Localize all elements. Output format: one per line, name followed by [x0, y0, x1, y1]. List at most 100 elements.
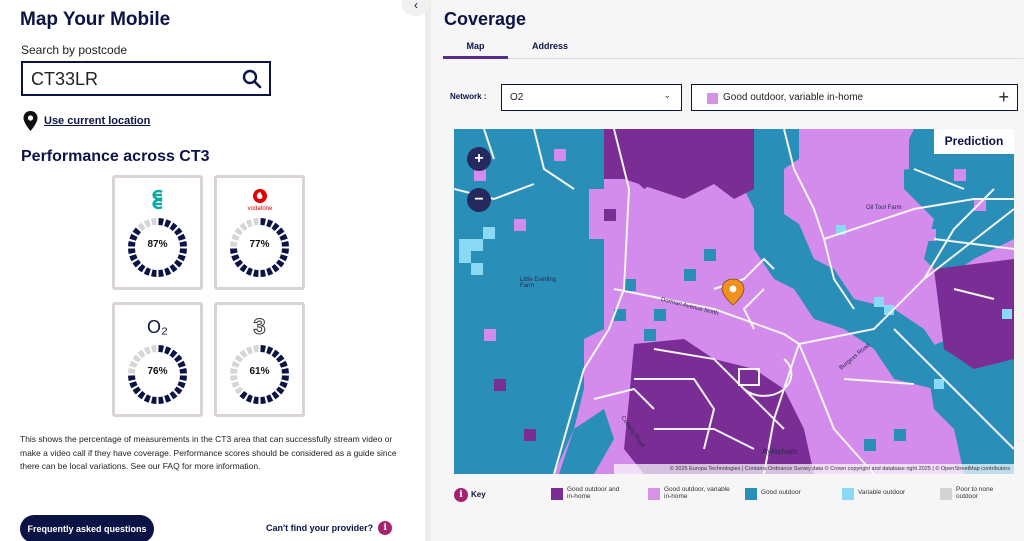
donut-segment — [239, 390, 248, 400]
coverage-map[interactable]: + − Prediction Little Everling Farm Oil … — [454, 129, 1014, 474]
donut-segment — [260, 269, 266, 277]
donut-segment — [177, 360, 186, 368]
donut-segment — [266, 346, 274, 355]
donut-segment — [260, 218, 266, 226]
coverage-swatch — [707, 93, 718, 104]
svg-text:vodafone: vodafone — [247, 206, 272, 212]
chevron-down-icon[interactable]: ⌄ — [663, 90, 671, 100]
donut-segment — [164, 219, 172, 228]
network-select[interactable]: O2 ⌄ — [501, 84, 682, 111]
donut-segment — [234, 227, 244, 236]
legend-swatch — [551, 488, 563, 500]
donut-segment — [177, 233, 186, 241]
operator-card-three: 3 61% — [214, 302, 305, 417]
zoom-out-button[interactable]: − — [467, 188, 491, 212]
legend-swatch — [842, 488, 854, 500]
network-value[interactable]: O2 — [510, 92, 524, 103]
donut-segment — [275, 227, 285, 236]
donut-segment — [173, 386, 183, 395]
donut-segment — [137, 349, 146, 359]
donut-segment — [253, 218, 259, 226]
coverage-type-select[interactable]: Good outdoor, variable in-home + — [691, 84, 1018, 111]
plus-icon[interactable]: + — [998, 87, 1009, 107]
donut-segment — [231, 233, 240, 241]
tab-map[interactable]: Map — [443, 36, 508, 59]
donut-segment — [234, 259, 244, 268]
o2-percent: 76% — [147, 366, 168, 377]
donut-segment — [281, 241, 289, 247]
donut-segment — [245, 219, 253, 228]
donut-segment — [271, 349, 280, 359]
donut-segment — [169, 349, 178, 359]
o2-logo: O₂ — [115, 315, 200, 339]
postcode-search-input[interactable]: CT33LR — [21, 61, 271, 96]
donut-segment — [231, 254, 240, 262]
left-panel: Map Your Mobile Search by postcode CT33L… — [0, 0, 425, 541]
donut-segment — [164, 394, 172, 403]
vodafone-donut-chart — [230, 218, 289, 277]
location-pin-icon — [23, 111, 38, 131]
donut-segment — [271, 222, 280, 232]
performance-title: Performance across CT3 — [21, 148, 210, 165]
map-attribution: © 2025 Europa Technologies | Contains Or… — [614, 464, 1014, 474]
tab-address[interactable]: Address — [531, 41, 568, 51]
donut-segment — [151, 218, 157, 226]
donut-segment — [132, 227, 142, 236]
collapse-panel-button[interactable]: ‹ — [402, 0, 430, 16]
chevron-left-icon[interactable]: ‹ — [414, 0, 418, 12]
donut-segment — [231, 360, 240, 368]
operator-card-o2: O₂ 76% — [112, 302, 203, 417]
search-icon[interactable] — [242, 69, 262, 89]
donut-segment — [177, 254, 186, 262]
ee-percent: 87% — [147, 239, 168, 250]
operator-card-ee: 87% — [112, 175, 203, 290]
cant-find-provider[interactable]: Can't find your provider? i — [266, 521, 393, 535]
network-label: Network : — [450, 92, 487, 101]
donut-segment — [239, 263, 248, 273]
ee-logo — [115, 188, 200, 212]
map-label-aylesham: Aylesham — [762, 447, 797, 456]
use-current-location-link[interactable]: Use current location — [44, 115, 151, 127]
donut-segment — [164, 346, 172, 355]
use-location-row[interactable]: Use current location — [23, 111, 150, 131]
faq-button[interactable]: Frequently asked questions — [20, 515, 154, 541]
donut-segment — [143, 267, 151, 276]
donut-segment — [230, 248, 238, 254]
donut-segment — [151, 269, 157, 277]
cant-find-label[interactable]: Can't find your provider? — [266, 523, 374, 533]
right-panel: Coverage Map Address Network : O2 ⌄ Good… — [431, 0, 1024, 541]
key-info-icon[interactable]: i — [454, 488, 468, 502]
donut-segment — [271, 263, 280, 273]
legend-label: Good outdoor — [761, 489, 801, 496]
donut-segment — [260, 396, 266, 404]
donut-segment — [177, 381, 186, 389]
map-legend: i Key Good outdoor and in-home Good outd… — [454, 484, 1014, 504]
donut-segment — [179, 368, 187, 374]
donut-segment — [143, 394, 151, 403]
donut-segment — [151, 396, 157, 404]
legend-swatch — [745, 488, 757, 500]
donut-segment — [137, 390, 146, 400]
info-icon[interactable]: i — [378, 521, 393, 535]
donut-segment — [143, 346, 151, 355]
coverage-value[interactable]: Good outdoor, variable in-home — [723, 92, 864, 103]
donut-segment — [164, 267, 172, 276]
map-label-oil-tool-farm: Oil Tool Farm — [866, 205, 902, 211]
donut-segment — [275, 354, 285, 363]
donut-segment — [230, 375, 238, 381]
donut-segment — [260, 345, 266, 353]
coverage-title: Coverage — [444, 9, 527, 29]
donut-segment — [173, 227, 183, 236]
donut-segment — [234, 386, 244, 395]
location-marker-icon — [721, 278, 745, 306]
donut-segment — [281, 375, 289, 381]
donut-segment — [132, 259, 142, 268]
map-canvas[interactable] — [454, 129, 1014, 474]
zoom-in-button[interactable]: + — [467, 147, 491, 171]
donut-segment — [275, 259, 285, 268]
donut-segment — [230, 368, 238, 374]
legend-swatch — [940, 488, 952, 500]
legend-label: Poor to none outdoor — [956, 486, 994, 500]
donut-segment — [128, 375, 136, 381]
search-value[interactable]: CT33LR — [31, 69, 99, 89]
